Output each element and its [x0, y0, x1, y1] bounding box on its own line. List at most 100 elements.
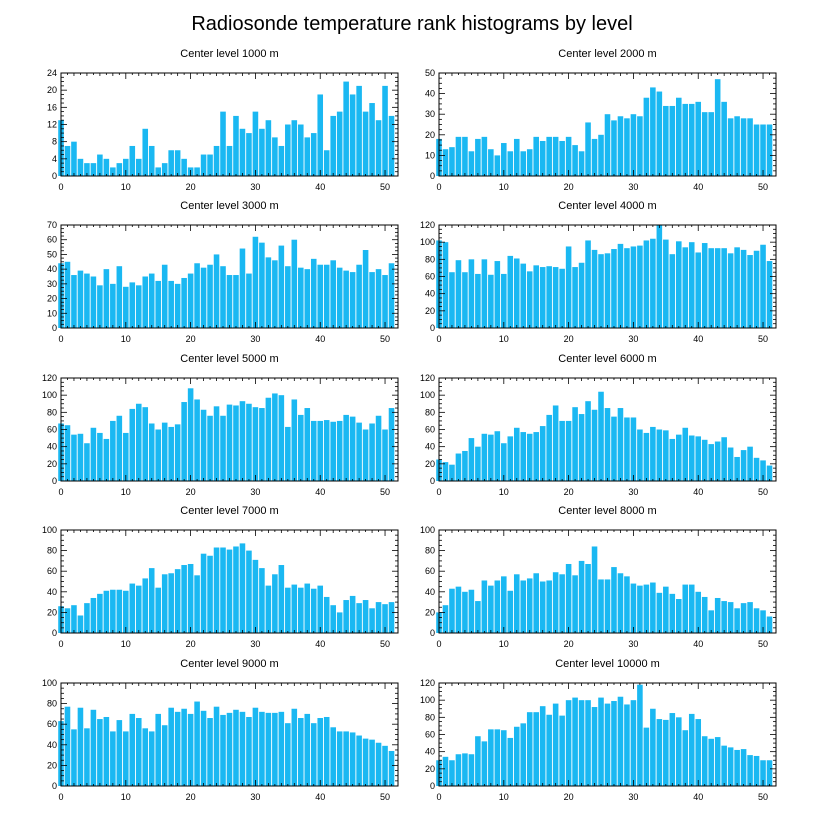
bar [310, 258, 317, 328]
y-tick-label: 70 [47, 220, 57, 230]
bar [760, 244, 766, 328]
bar [317, 264, 324, 328]
bar [174, 569, 181, 633]
bar [123, 731, 129, 786]
bar [362, 429, 369, 481]
bar [194, 701, 200, 786]
y-tick-label: 8 [52, 137, 57, 147]
bar [591, 249, 598, 328]
panel-10: Center level 10000 m 0 10 20 30 40 50 0 20 40 60 80… [420, 658, 777, 802]
x-tick-label: 50 [380, 487, 390, 497]
bar [546, 136, 552, 176]
bar [488, 274, 494, 328]
bar [520, 580, 527, 633]
y-tick-label: 40 [425, 289, 435, 299]
bar [513, 138, 520, 176]
y-tick-label: 40 [425, 89, 435, 99]
bar [375, 269, 382, 328]
bar [259, 711, 265, 786]
x-tick-label: 40 [315, 792, 325, 802]
bar [630, 246, 637, 328]
bar [168, 150, 174, 176]
bar [246, 716, 252, 786]
bar [64, 261, 71, 328]
x-tick-label: 20 [186, 487, 196, 497]
bar [630, 417, 637, 481]
bar [475, 138, 481, 176]
bar [226, 404, 233, 481]
bar [572, 697, 578, 786]
x-tick-label: 20 [564, 182, 574, 192]
bar [181, 158, 187, 176]
bar [572, 575, 578, 633]
bar [220, 415, 226, 481]
bar [330, 605, 336, 633]
bar [207, 718, 213, 786]
bar [103, 269, 110, 328]
x-tick-label: 30 [250, 639, 260, 649]
bar [753, 457, 760, 481]
y-tick-label: 12 [47, 120, 57, 130]
bar [708, 112, 714, 176]
bar [349, 272, 356, 328]
bar [734, 247, 740, 328]
bar [682, 427, 689, 481]
bar [71, 434, 77, 481]
bar [382, 85, 388, 177]
bar [455, 586, 462, 633]
x-tick-label: 10 [121, 334, 131, 344]
bar [624, 118, 630, 176]
bar [682, 730, 689, 786]
bar [304, 713, 311, 786]
bar [650, 426, 656, 481]
x-tick-label: 50 [758, 792, 768, 802]
bar [272, 260, 278, 328]
bar [148, 145, 155, 176]
bar [572, 267, 578, 328]
bar [669, 105, 676, 176]
bar [669, 713, 676, 786]
bar [611, 567, 617, 633]
bar [291, 584, 298, 633]
bar [585, 700, 591, 786]
bar [252, 407, 259, 481]
x-tick-label: 20 [564, 639, 574, 649]
bar [643, 432, 650, 481]
bar [181, 565, 187, 633]
bar [259, 568, 265, 633]
x-tick-label: 30 [250, 182, 260, 192]
y-tick-label: 60 [47, 719, 57, 729]
panel-2: Center level 2000 m 0 10 20 30 40 50 0 10 20 30 40 5… [425, 48, 777, 192]
bar [272, 712, 278, 786]
bar [64, 145, 71, 176]
x-tick-label: 0 [58, 639, 63, 649]
bar [285, 426, 291, 481]
x-tick-label: 0 [436, 182, 441, 192]
bar [598, 254, 604, 328]
bar [760, 460, 766, 481]
bar [265, 585, 272, 633]
bar [708, 248, 714, 328]
bar [688, 435, 695, 481]
bar [174, 150, 181, 176]
bar [513, 258, 520, 328]
bar [734, 608, 740, 633]
bar [239, 711, 246, 786]
bar [455, 260, 462, 328]
bar [766, 261, 773, 328]
bar [330, 421, 336, 481]
panel-title: Center level 7000 m [180, 505, 278, 517]
bar [71, 141, 77, 176]
bar [578, 262, 585, 328]
bar [598, 391, 604, 481]
bar [481, 136, 488, 176]
bar [688, 584, 695, 633]
bar [611, 249, 617, 328]
bar [155, 167, 161, 176]
bar [572, 407, 578, 481]
bar [317, 718, 324, 786]
bar [161, 725, 168, 786]
bar [278, 245, 285, 328]
bar [142, 728, 149, 786]
y-tick-label: 20 [47, 459, 57, 469]
